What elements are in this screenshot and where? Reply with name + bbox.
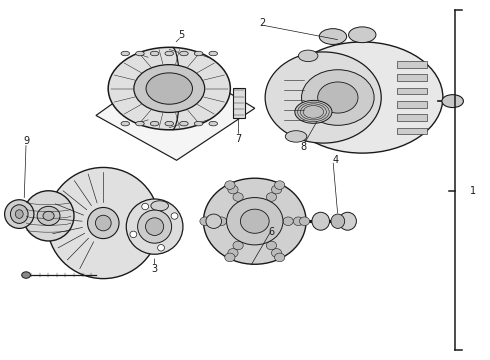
Ellipse shape — [195, 51, 203, 56]
Ellipse shape — [282, 42, 443, 153]
Ellipse shape — [271, 249, 282, 257]
Ellipse shape — [108, 47, 230, 130]
Ellipse shape — [319, 29, 346, 44]
Ellipse shape — [180, 51, 188, 56]
Ellipse shape — [150, 121, 159, 126]
Ellipse shape — [301, 70, 374, 125]
Ellipse shape — [274, 181, 285, 189]
Ellipse shape — [216, 217, 226, 226]
Ellipse shape — [165, 121, 173, 126]
Ellipse shape — [22, 272, 30, 278]
Ellipse shape — [267, 193, 276, 201]
Ellipse shape — [318, 82, 358, 113]
Ellipse shape — [225, 253, 235, 262]
FancyBboxPatch shape — [233, 88, 245, 118]
Ellipse shape — [312, 212, 330, 230]
Text: 8: 8 — [300, 142, 307, 152]
Ellipse shape — [271, 185, 282, 194]
Ellipse shape — [39, 198, 56, 208]
Ellipse shape — [285, 131, 307, 142]
Ellipse shape — [88, 207, 119, 239]
Ellipse shape — [4, 200, 34, 228]
Ellipse shape — [146, 218, 164, 235]
FancyBboxPatch shape — [397, 74, 427, 81]
Ellipse shape — [228, 249, 238, 257]
Ellipse shape — [151, 201, 169, 211]
Ellipse shape — [180, 121, 188, 126]
FancyBboxPatch shape — [397, 114, 427, 121]
Ellipse shape — [209, 121, 218, 126]
Ellipse shape — [126, 199, 183, 254]
Ellipse shape — [146, 73, 193, 104]
Ellipse shape — [158, 244, 165, 251]
Ellipse shape — [121, 51, 129, 56]
Polygon shape — [96, 60, 255, 160]
Ellipse shape — [225, 181, 235, 189]
Ellipse shape — [209, 51, 218, 56]
Ellipse shape — [295, 100, 332, 123]
Ellipse shape — [228, 185, 238, 194]
Ellipse shape — [226, 198, 283, 245]
Ellipse shape — [121, 121, 129, 126]
Ellipse shape — [96, 215, 111, 231]
Ellipse shape — [142, 203, 148, 210]
Ellipse shape — [195, 121, 203, 126]
Ellipse shape — [203, 178, 306, 264]
Ellipse shape — [37, 206, 60, 225]
Ellipse shape — [136, 51, 144, 56]
Text: 7: 7 — [236, 134, 242, 144]
Text: 3: 3 — [151, 264, 158, 274]
Text: 2: 2 — [259, 18, 265, 28]
FancyBboxPatch shape — [397, 127, 427, 134]
Ellipse shape — [331, 214, 344, 228]
Text: 4: 4 — [333, 155, 339, 165]
Ellipse shape — [241, 209, 269, 233]
Ellipse shape — [442, 95, 464, 108]
Ellipse shape — [206, 217, 216, 226]
Ellipse shape — [23, 191, 74, 241]
Text: 9: 9 — [23, 136, 29, 145]
Ellipse shape — [299, 217, 310, 226]
Ellipse shape — [136, 121, 144, 126]
Ellipse shape — [47, 167, 159, 279]
Ellipse shape — [206, 214, 221, 228]
Ellipse shape — [339, 212, 356, 230]
Ellipse shape — [265, 52, 381, 143]
Ellipse shape — [200, 217, 210, 226]
FancyBboxPatch shape — [397, 87, 427, 94]
FancyBboxPatch shape — [397, 101, 427, 108]
Ellipse shape — [233, 193, 243, 201]
Text: 5: 5 — [178, 30, 185, 40]
FancyBboxPatch shape — [397, 61, 427, 68]
Text: 6: 6 — [269, 227, 275, 237]
Ellipse shape — [15, 210, 23, 219]
Ellipse shape — [348, 27, 376, 42]
Ellipse shape — [134, 65, 205, 112]
Ellipse shape — [150, 51, 159, 56]
Text: 1: 1 — [470, 186, 476, 196]
Ellipse shape — [171, 213, 178, 219]
Ellipse shape — [233, 241, 243, 250]
Ellipse shape — [274, 253, 285, 262]
Ellipse shape — [130, 231, 137, 238]
Ellipse shape — [267, 241, 276, 250]
Ellipse shape — [165, 51, 173, 56]
Ellipse shape — [298, 50, 318, 62]
Ellipse shape — [283, 217, 293, 226]
Ellipse shape — [293, 217, 303, 226]
Ellipse shape — [43, 211, 54, 220]
Ellipse shape — [138, 210, 172, 243]
Ellipse shape — [10, 205, 28, 224]
